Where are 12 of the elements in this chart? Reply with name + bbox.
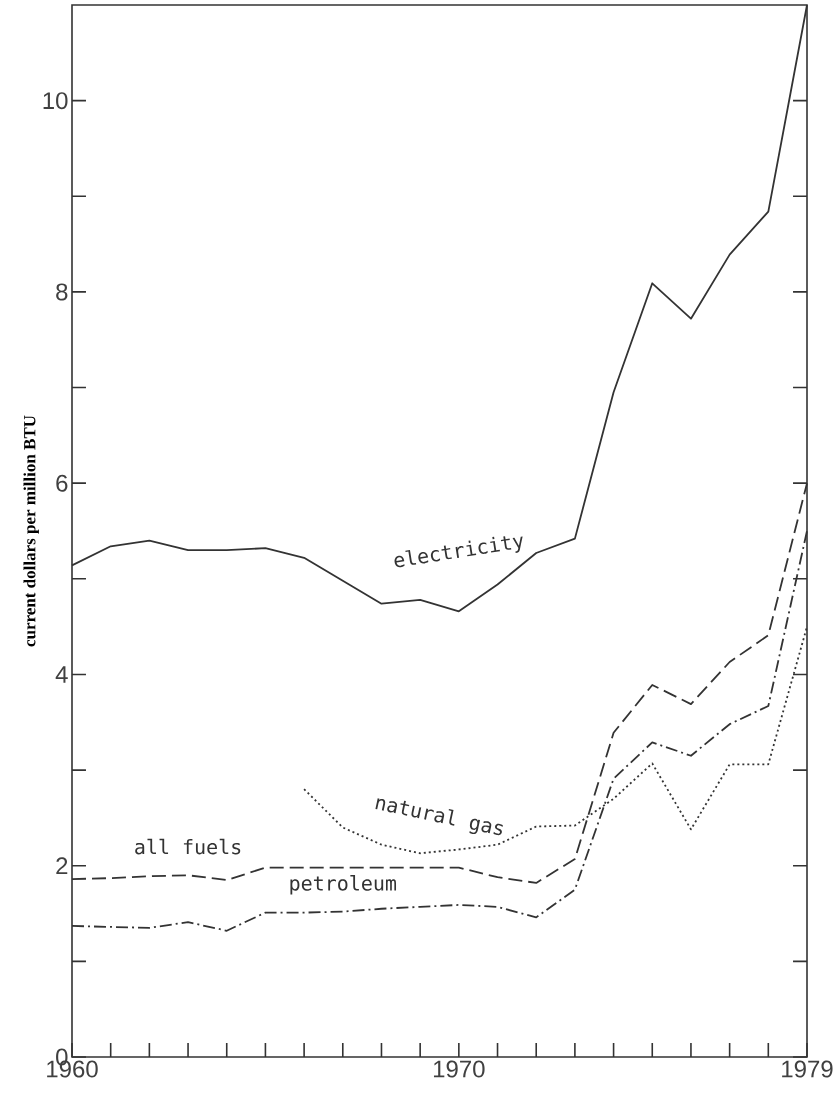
- x-tick-label: 1970: [433, 1060, 485, 1078]
- text: natural gas: [375, 798, 503, 836]
- y-tick-label: 10: [43, 92, 68, 110]
- series-label: all fuels: [135, 838, 241, 855]
- y-tick-label: 2: [56, 857, 68, 875]
- y-tick-label: 4: [55, 666, 68, 683]
- x-tick-label: 1979: [782, 1060, 833, 1078]
- y-tick-label: 6: [56, 474, 68, 492]
- series-label: petroleum: [290, 875, 397, 895]
- y-axis-title: current dollars per million BTU: [23, 415, 39, 647]
- text: electricity: [394, 536, 523, 568]
- y-tick-label: 8: [56, 283, 68, 301]
